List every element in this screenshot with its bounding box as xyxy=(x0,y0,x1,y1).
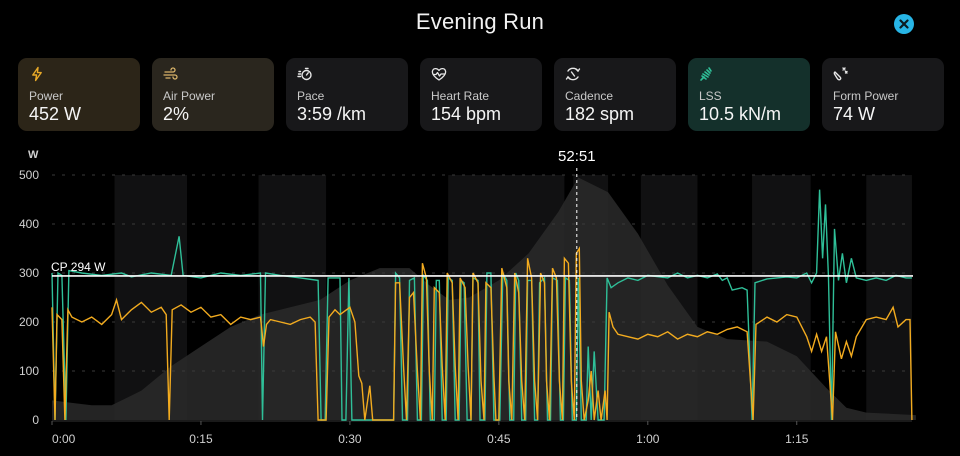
y-tick-label: 400 xyxy=(19,217,39,231)
x-tick-label: 0:30 xyxy=(338,432,362,446)
metric-label: Heart Rate xyxy=(431,89,490,103)
metric-value: 154 bpm xyxy=(431,104,502,124)
metric-card-cadence[interactable]: Cadence 182 spm xyxy=(554,58,676,131)
heart-pulse-icon xyxy=(431,66,531,84)
close-button[interactable] xyxy=(894,14,914,34)
metric-cards: Power 452 W Air Power 2% Pace 3:59 /km H… xyxy=(18,58,944,131)
wind-icon xyxy=(163,66,263,84)
power-chart[interactable]: 0 100 200 300 400 500 W 0:00 0:15 0:30 0:45 1:00 1… xyxy=(0,140,960,456)
cursor-time-label: 52:51 xyxy=(558,148,596,165)
y-axis-unit: W xyxy=(28,149,39,161)
metric-value: 452 W xyxy=(29,104,82,124)
lap-band xyxy=(866,175,912,420)
x-tick-label: 0:45 xyxy=(487,432,511,446)
metric-card-air-power[interactable]: Air Power 2% xyxy=(152,58,274,131)
y-tick-label: 300 xyxy=(19,266,39,280)
shoe-icon xyxy=(833,66,933,84)
x-tick-label: 1:15 xyxy=(785,432,809,446)
metric-label: Pace xyxy=(297,89,325,103)
metric-card-pace[interactable]: Pace 3:59 /km xyxy=(286,58,408,131)
metric-value: 10.5 kN/m xyxy=(699,104,782,124)
y-tick-label: 500 xyxy=(19,168,39,182)
y-tick-label: 100 xyxy=(19,364,39,378)
power-chart-svg[interactable]: 0 100 200 300 400 500 W 0:00 0:15 0:30 0:45 1:00 1… xyxy=(0,140,960,456)
series-power-line xyxy=(51,246,913,421)
elevation-area xyxy=(52,177,916,420)
metric-label: Air Power xyxy=(163,89,216,103)
metric-value: 182 spm xyxy=(565,104,635,124)
metric-value: 74 W xyxy=(833,104,876,124)
metric-label: Cadence xyxy=(565,89,614,103)
lightning-icon xyxy=(29,66,129,84)
cp-reference-label: CP 294 W xyxy=(51,260,106,274)
x-tick-label: 0:00 xyxy=(52,432,76,446)
y-tick-label: 200 xyxy=(19,315,39,329)
cadence-icon xyxy=(565,66,665,84)
metric-card-lss[interactable]: LSS 10.5 kN/m xyxy=(688,58,810,131)
metric-card-form-power[interactable]: Form Power 74 W xyxy=(822,58,944,131)
close-icon xyxy=(899,19,909,29)
metric-label: Power xyxy=(29,89,64,103)
metric-label: Form Power xyxy=(833,89,899,103)
spring-icon xyxy=(699,66,799,84)
gridlines xyxy=(52,174,912,372)
metric-card-heart-rate[interactable]: Heart Rate 154 bpm xyxy=(420,58,542,131)
y-tick-label: 0 xyxy=(32,413,39,427)
x-axis: 0:00 0:15 0:30 0:45 1:00 1:15 xyxy=(51,421,809,446)
x-tick-label: 1:00 xyxy=(636,432,660,446)
metric-value: 2% xyxy=(163,104,190,124)
y-axis: 0 100 200 300 400 500 xyxy=(19,168,39,427)
page-title: Evening Run xyxy=(415,9,545,34)
metric-value: 3:59 /km xyxy=(297,104,367,124)
metric-card-power[interactable]: Power 452 W xyxy=(18,58,140,131)
metric-label: LSS xyxy=(699,89,722,103)
x-tick-label: 0:15 xyxy=(189,432,213,446)
stopwatch-icon xyxy=(297,66,397,84)
